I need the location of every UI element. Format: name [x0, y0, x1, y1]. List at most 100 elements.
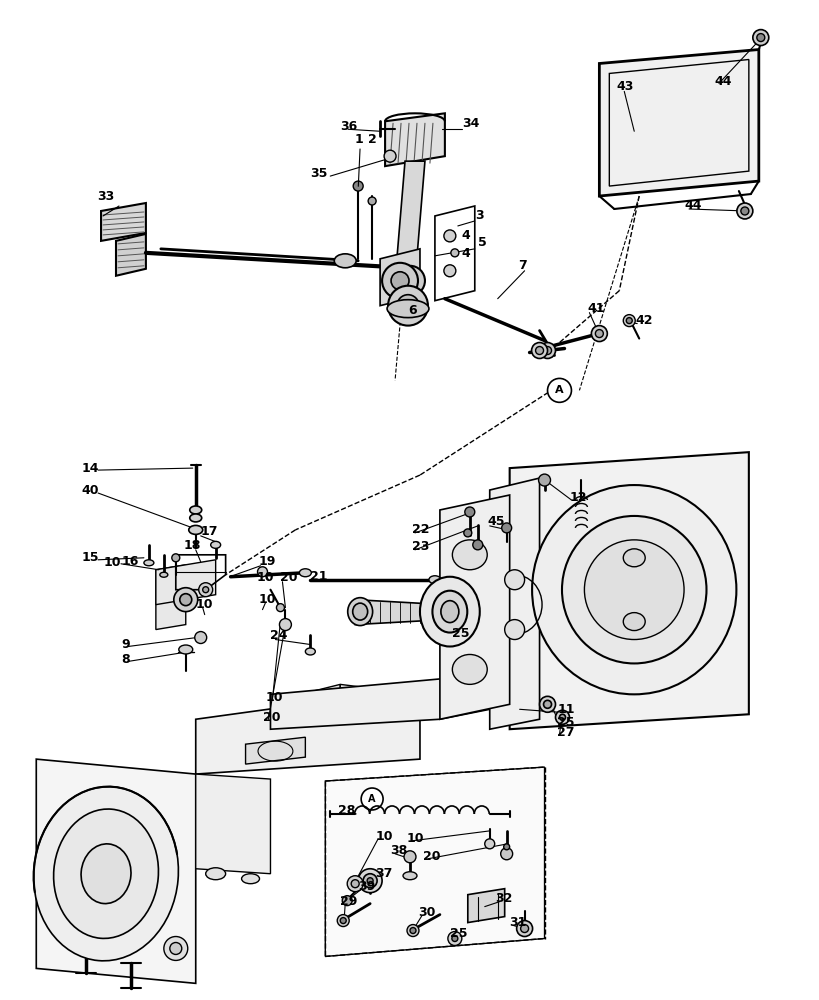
Circle shape	[164, 937, 188, 960]
Text: 22: 22	[411, 523, 429, 536]
Circle shape	[172, 554, 179, 562]
Text: 10: 10	[256, 571, 274, 584]
Polygon shape	[340, 684, 419, 704]
Text: 36: 36	[340, 120, 357, 133]
Ellipse shape	[160, 572, 168, 577]
Text: 30: 30	[418, 906, 435, 919]
Text: 25: 25	[451, 627, 468, 640]
Ellipse shape	[347, 598, 372, 626]
Circle shape	[406, 925, 419, 937]
Text: 32: 32	[494, 892, 511, 905]
Text: A: A	[554, 385, 563, 395]
Text: 4: 4	[461, 247, 470, 260]
Text: 12: 12	[568, 491, 586, 504]
Polygon shape	[280, 684, 340, 719]
Circle shape	[752, 30, 768, 46]
Circle shape	[547, 378, 571, 402]
Text: 14: 14	[81, 462, 98, 475]
Circle shape	[626, 318, 631, 324]
Circle shape	[622, 315, 635, 327]
Circle shape	[387, 286, 428, 326]
Circle shape	[368, 197, 376, 205]
Polygon shape	[115, 234, 146, 276]
Circle shape	[382, 263, 418, 299]
Text: 10: 10	[374, 830, 392, 843]
Polygon shape	[101, 203, 146, 241]
Ellipse shape	[441, 601, 459, 623]
Circle shape	[450, 249, 459, 257]
Circle shape	[464, 529, 471, 537]
Ellipse shape	[334, 254, 355, 268]
Text: 34: 34	[461, 117, 478, 130]
Text: 2: 2	[368, 133, 377, 146]
Text: 15: 15	[81, 551, 98, 564]
Circle shape	[404, 851, 415, 863]
Text: 6: 6	[408, 304, 416, 317]
Ellipse shape	[305, 648, 315, 655]
Circle shape	[501, 523, 511, 533]
Circle shape	[395, 266, 424, 296]
Text: 29: 29	[340, 895, 357, 908]
Text: 10: 10	[196, 598, 213, 611]
Circle shape	[473, 540, 482, 550]
Text: 1: 1	[354, 133, 363, 146]
Ellipse shape	[622, 613, 645, 631]
Circle shape	[194, 632, 206, 644]
Circle shape	[396, 295, 419, 317]
Text: 16: 16	[122, 555, 139, 568]
Circle shape	[484, 839, 494, 849]
Text: 44: 44	[713, 75, 731, 88]
Circle shape	[756, 34, 764, 42]
Circle shape	[198, 583, 212, 597]
Text: 23: 23	[411, 540, 429, 553]
Circle shape	[363, 874, 377, 888]
Circle shape	[500, 848, 512, 860]
Circle shape	[516, 921, 532, 937]
Text: 20: 20	[280, 571, 297, 584]
Ellipse shape	[387, 300, 428, 318]
Circle shape	[543, 700, 551, 708]
Ellipse shape	[584, 540, 683, 640]
Text: 3: 3	[474, 209, 483, 222]
Circle shape	[538, 474, 550, 486]
Text: 20: 20	[262, 711, 279, 724]
Circle shape	[179, 594, 192, 606]
Circle shape	[346, 876, 363, 892]
Text: 17: 17	[201, 525, 218, 538]
Circle shape	[257, 567, 267, 577]
Text: 5: 5	[477, 236, 486, 249]
Circle shape	[559, 714, 565, 720]
Polygon shape	[156, 560, 215, 605]
Text: 19: 19	[258, 555, 275, 568]
Text: 4: 4	[461, 229, 470, 242]
Circle shape	[504, 620, 524, 640]
Circle shape	[464, 507, 474, 517]
Ellipse shape	[206, 868, 225, 880]
Ellipse shape	[452, 654, 486, 684]
Text: 31: 31	[509, 916, 527, 929]
Ellipse shape	[428, 576, 441, 584]
Text: 9: 9	[121, 638, 129, 651]
Circle shape	[337, 915, 349, 927]
Circle shape	[358, 869, 382, 893]
Text: 21: 21	[310, 570, 328, 583]
Text: 10: 10	[265, 691, 283, 704]
Polygon shape	[599, 50, 758, 196]
Circle shape	[279, 619, 291, 631]
Ellipse shape	[53, 809, 158, 938]
Polygon shape	[395, 161, 424, 281]
Ellipse shape	[210, 541, 220, 548]
Text: A: A	[368, 794, 375, 804]
Ellipse shape	[561, 516, 706, 663]
Text: 28: 28	[337, 804, 355, 817]
Text: 11: 11	[557, 703, 574, 716]
Polygon shape	[156, 565, 186, 630]
Text: 37: 37	[374, 867, 392, 880]
Text: 41: 41	[586, 302, 604, 315]
Circle shape	[740, 207, 748, 215]
Polygon shape	[270, 674, 489, 729]
Text: 20: 20	[423, 850, 440, 863]
Polygon shape	[509, 452, 748, 729]
Text: 42: 42	[635, 314, 652, 327]
Circle shape	[443, 230, 455, 242]
